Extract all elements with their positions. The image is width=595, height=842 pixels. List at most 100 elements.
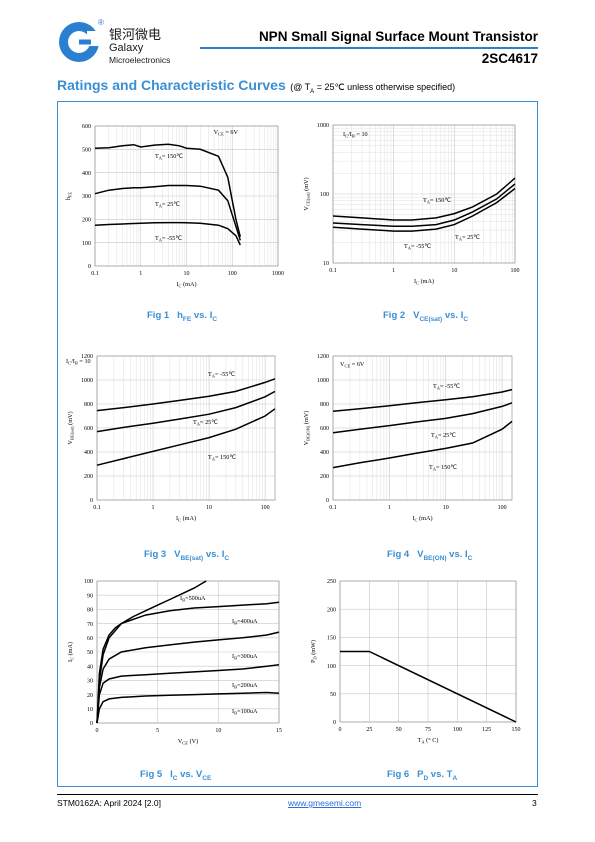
y-tick-label: 600 bbox=[82, 124, 91, 130]
y-axis-label: IC (mA) bbox=[67, 642, 75, 662]
x-tick-label: 10 bbox=[451, 268, 457, 274]
x-tick-label: 1 bbox=[392, 268, 395, 274]
x-tick-label: 10 bbox=[206, 505, 212, 511]
series-line bbox=[340, 650, 517, 723]
series-line bbox=[332, 177, 516, 221]
section-heading: Ratings and Characteristic Curves (@ TA … bbox=[57, 77, 455, 95]
series-line bbox=[332, 402, 513, 434]
y-axis-label: VBE(ON) (mV) bbox=[303, 411, 311, 446]
series-line bbox=[96, 601, 280, 724]
y-axis-label: VBE(sat) (mV) bbox=[67, 411, 75, 444]
chart-vbeon-vs-ic: 0 200 400 600 800 1000 1200 0.1 1 10 100 TA= -55℃ TA… bbox=[303, 354, 513, 523]
x-tick-label: 0.1 bbox=[329, 505, 337, 511]
y-tick-label: 600 bbox=[84, 426, 93, 432]
fig5-caption: Fig 5 IC vs. VCE bbox=[140, 769, 212, 782]
fig3-caption: Fig 3 VBE(sat) vs. IC bbox=[144, 549, 230, 562]
section-note: (@ TA = 25℃ unless otherwise specified) bbox=[290, 82, 456, 95]
y-tick-label: 200 bbox=[327, 607, 336, 613]
series-line bbox=[332, 420, 513, 469]
y-tick-label: 800 bbox=[320, 402, 329, 408]
series-line bbox=[96, 580, 207, 724]
series-line bbox=[94, 143, 242, 237]
x-tick-label: 15 bbox=[276, 728, 282, 734]
y-tick-label: 50 bbox=[87, 650, 93, 656]
series-label: TA= -55℃ bbox=[433, 383, 460, 391]
x-tick-label: 1000 bbox=[272, 271, 284, 277]
series-label: TA= 150℃ bbox=[155, 153, 183, 161]
plot-area bbox=[96, 580, 280, 724]
x-axis-label: IC (mA) bbox=[414, 278, 434, 286]
y-tick-label: 1200 bbox=[317, 354, 329, 360]
y-tick-label: 10 bbox=[87, 707, 93, 713]
x-tick-label: 25 bbox=[366, 727, 372, 733]
logo-name-line2: Microelectronics bbox=[109, 55, 171, 65]
chart-vcesat-vs-ic: 10 100 1000 0.1 1 10 100 TA= 150℃ TA= 25℃ TA= -55… bbox=[303, 123, 520, 286]
y-tick-label: 80 bbox=[87, 608, 93, 614]
y-tick-label: 50 bbox=[330, 692, 336, 698]
x-tick-label: 75 bbox=[425, 727, 431, 733]
y-tick-label: 70 bbox=[87, 622, 93, 628]
series-label: IB=100uA bbox=[232, 708, 258, 716]
footer-doc-id: STM0162A: April 2024 [2.0] bbox=[57, 798, 161, 808]
condition-label: VCE = 6V bbox=[340, 361, 365, 369]
series-label: IB=200uA bbox=[232, 682, 258, 690]
x-tick-label: 5 bbox=[156, 728, 159, 734]
logo-name-line1: Galaxy bbox=[109, 42, 144, 54]
x-tick-label: 0 bbox=[339, 727, 342, 733]
fig1-caption: Fig 1 hFE vs. IC bbox=[147, 310, 218, 323]
y-tick-label: 400 bbox=[84, 450, 93, 456]
series-line bbox=[94, 221, 241, 246]
y-tick-label: 1000 bbox=[81, 378, 93, 384]
x-axis-label: VCE (V) bbox=[178, 738, 198, 746]
x-tick-label: 0.1 bbox=[329, 268, 337, 274]
x-tick-label: 100 bbox=[498, 505, 507, 511]
y-tick-label: 100 bbox=[320, 192, 329, 198]
y-tick-label: 600 bbox=[320, 426, 329, 432]
fig2-caption: Fig 2 VCE(sat) vs. IC bbox=[383, 310, 469, 323]
x-tick-label: 10 bbox=[184, 271, 190, 277]
y-tick-label: 0 bbox=[88, 264, 91, 270]
x-tick-label: 10 bbox=[443, 505, 449, 511]
y-tick-label: 0 bbox=[333, 720, 336, 726]
series-line bbox=[96, 408, 276, 466]
footer-rule bbox=[57, 794, 538, 795]
y-tick-label: 1000 bbox=[317, 123, 329, 129]
logo-chinese-name: 银河微电 bbox=[109, 28, 162, 43]
x-tick-label: 1 bbox=[388, 505, 391, 511]
x-axis-label: IC (mA) bbox=[176, 515, 196, 523]
series-label: TA= -55℃ bbox=[208, 371, 235, 379]
y-tick-label: 1200 bbox=[81, 354, 93, 360]
series-line bbox=[96, 378, 276, 412]
y-tick-label: 20 bbox=[87, 693, 93, 699]
y-axis-label: PD (mW) bbox=[310, 640, 318, 663]
x-axis-label: IC (mA) bbox=[176, 281, 196, 289]
galaxy-logo-icon bbox=[59, 22, 101, 62]
x-tick-label: 0.1 bbox=[93, 505, 101, 511]
y-tick-label: 1000 bbox=[317, 378, 329, 384]
y-tick-label: 0 bbox=[90, 721, 93, 727]
y-tick-label: 300 bbox=[82, 194, 91, 200]
y-tick-label: 400 bbox=[82, 171, 91, 177]
footer-website-link[interactable]: www.gmesemi.com bbox=[288, 798, 362, 808]
series-label: IB=400uA bbox=[232, 618, 258, 626]
part-number: 2SC4617 bbox=[481, 51, 538, 66]
y-tick-label: 200 bbox=[84, 474, 93, 480]
x-tick-label: 0.1 bbox=[91, 271, 99, 277]
series-label: IB=300uA bbox=[232, 653, 258, 661]
plot-area bbox=[96, 355, 276, 501]
header-rule bbox=[200, 47, 538, 49]
page-title: NPN Small Signal Surface Mount Transisto… bbox=[258, 29, 538, 44]
series-label: TA= 150℃ bbox=[423, 197, 451, 205]
y-tick-label: 0 bbox=[326, 498, 329, 504]
y-tick-label: 100 bbox=[82, 241, 91, 247]
series-label: TA= -55℃ bbox=[404, 243, 431, 251]
y-tick-label: 10 bbox=[323, 261, 329, 267]
x-axis-label: IC (mA) bbox=[412, 515, 432, 523]
series-label: TA= 150℃ bbox=[429, 464, 457, 472]
y-tick-label: 100 bbox=[327, 664, 336, 670]
y-tick-label: 200 bbox=[320, 474, 329, 480]
condition-label: IC/IB = 10 bbox=[66, 358, 91, 366]
series-label: TA= 25℃ bbox=[193, 419, 218, 427]
chart-hfe-vs-ic: 0 100 200 300 400 500 600 0.1 1 10 100 1000 TA= 150℃… bbox=[65, 124, 284, 289]
condition-label: IC/IB = 10 bbox=[343, 131, 368, 139]
